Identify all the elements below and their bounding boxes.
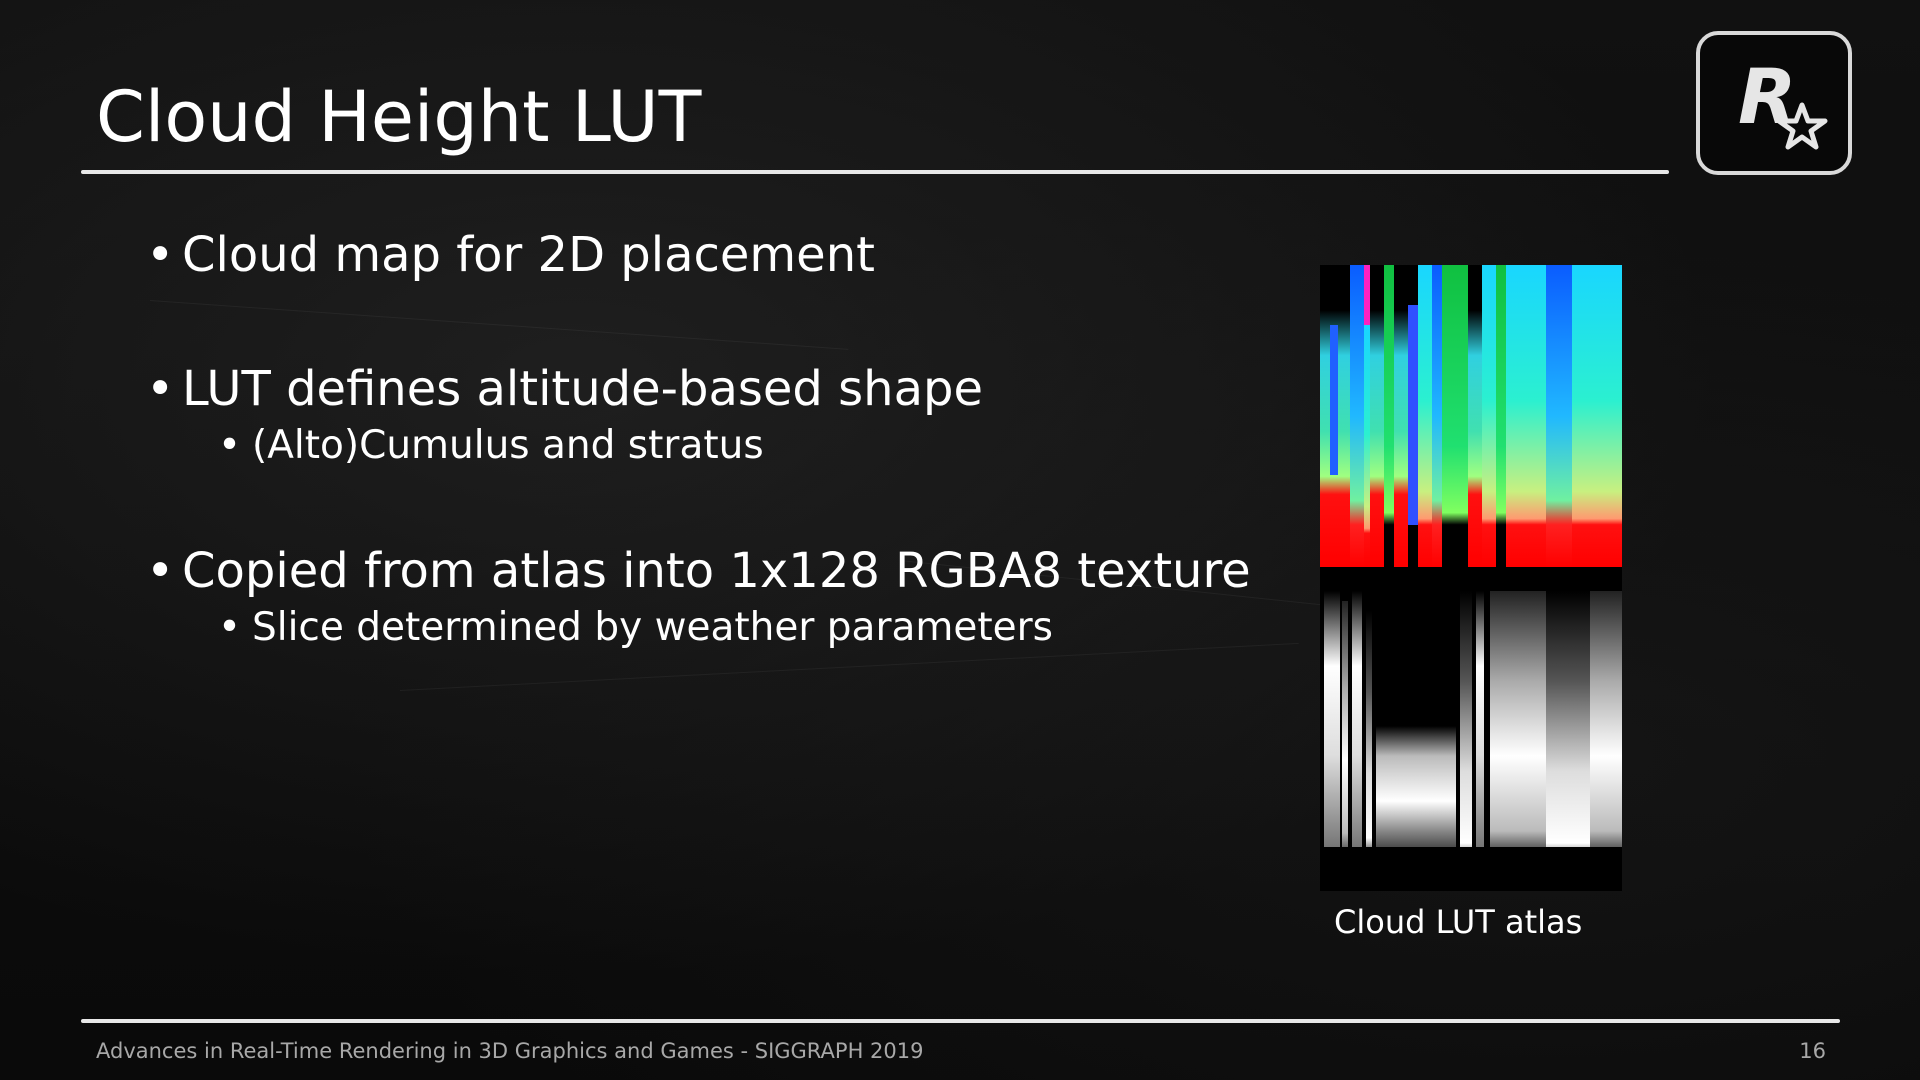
sub-bullet-cumulus: (Alto)Cumulus and stratus: [218, 420, 1246, 472]
footer-text: Advances in Real-Time Rendering in 3D Gr…: [96, 1039, 924, 1063]
cloud-lut-atlas-image: [1320, 265, 1622, 891]
title-divider: [81, 170, 1669, 174]
footer-divider: [81, 1019, 1840, 1023]
page-number: 16: [1799, 1039, 1826, 1063]
slide-title: Cloud Height LUT: [96, 76, 702, 158]
bullet-lut-defines: LUT defines altitude-based shape: [146, 358, 1246, 420]
bullet-copied-from-atlas: Copied from atlas into 1x128 RGBA8 textu…: [146, 540, 1251, 602]
logo-star-icon: [1776, 102, 1828, 150]
rockstar-logo-icon: R: [1696, 31, 1852, 175]
bullet-cloud-map: Cloud map for 2D placement: [146, 224, 1246, 286]
bullet-list: Cloud map for 2D placement LUT defines a…: [146, 224, 1251, 654]
sub-bullet-slice: Slice determined by weather parameters: [218, 602, 1246, 654]
figure-caption: Cloud LUT atlas: [1334, 903, 1583, 941]
